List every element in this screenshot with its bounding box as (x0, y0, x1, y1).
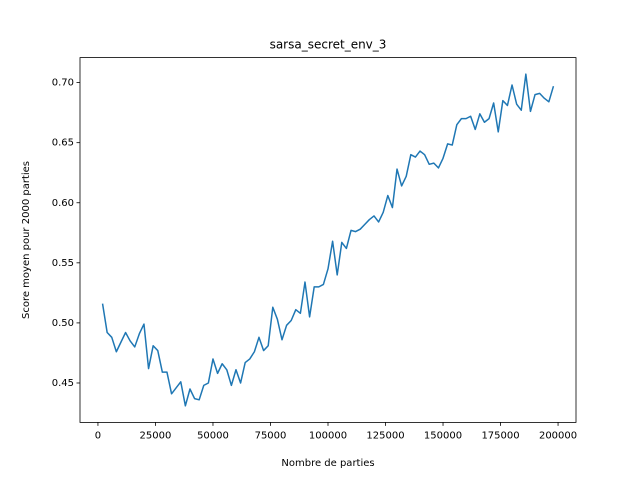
x-tick-label: 200000 (539, 430, 577, 441)
chart-title: sarsa_secret_env_3 (270, 38, 387, 52)
x-axis-label: Nombre de parties (281, 458, 374, 469)
x-tick-label: 75000 (255, 430, 287, 441)
x-tick-label: 25000 (140, 430, 172, 441)
y-tick-label: 0.45 (52, 378, 74, 389)
y-tick-label: 0.55 (52, 258, 74, 269)
x-tick-label: 125000 (366, 430, 404, 441)
x-tick-label: 100000 (309, 430, 347, 441)
y-tick-label: 0.50 (52, 318, 74, 329)
line-series (101, 73, 555, 407)
x-tick-label: 0 (95, 430, 101, 441)
x-tick-label: 175000 (481, 430, 519, 441)
y-tick-label: 0.65 (52, 138, 74, 149)
y-tick-label: 0.70 (52, 78, 74, 89)
x-tick-label: 50000 (197, 430, 229, 441)
x-tick-label: 150000 (424, 430, 462, 441)
y-tick-label: 0.60 (52, 198, 74, 209)
y-axis-label: Score moyen pour 2000 parties (21, 161, 32, 319)
